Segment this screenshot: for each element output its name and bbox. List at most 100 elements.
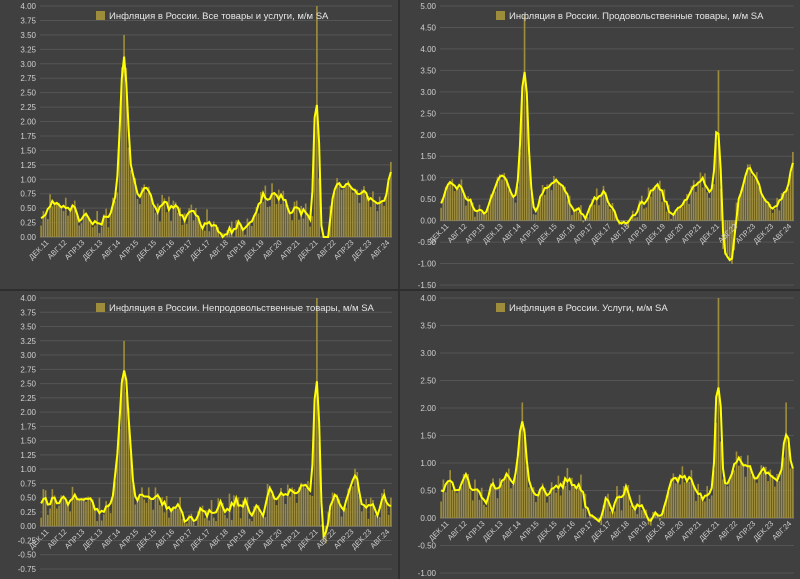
bar xyxy=(607,493,609,518)
bar xyxy=(266,206,269,237)
bar xyxy=(476,212,479,221)
bar xyxy=(291,220,294,237)
bar xyxy=(591,199,594,221)
bar xyxy=(349,186,352,237)
y-tick-label: -0.75 xyxy=(18,565,37,574)
bar xyxy=(577,212,580,221)
bar xyxy=(127,147,130,237)
bar xyxy=(453,487,456,518)
bar xyxy=(519,433,521,518)
y-tick-label: 1.00 xyxy=(420,174,436,183)
bar xyxy=(345,507,347,527)
bar xyxy=(156,203,159,237)
bar xyxy=(647,518,650,525)
bar xyxy=(248,518,251,527)
bar xyxy=(665,211,668,221)
bar xyxy=(136,499,139,527)
series-line xyxy=(440,387,794,523)
bar xyxy=(746,164,749,221)
bar xyxy=(118,428,121,527)
bar xyxy=(360,189,363,237)
bar xyxy=(769,469,772,518)
bar xyxy=(336,178,338,237)
bar xyxy=(64,499,67,527)
bar xyxy=(98,232,101,237)
bar xyxy=(123,340,125,527)
y-tick-label: 3.25 xyxy=(20,337,36,346)
bar xyxy=(494,191,497,221)
bar xyxy=(647,187,650,221)
bar xyxy=(129,453,132,527)
bar xyxy=(577,487,580,518)
bar xyxy=(688,203,690,221)
y-tick-label: 3.50 xyxy=(420,66,436,75)
bar xyxy=(154,487,157,527)
y-axis: -1.50 -1.00 -0.50 0.00 0.50 1.00 1.50 2.00 2.50 3… xyxy=(418,2,794,289)
bar xyxy=(150,193,152,237)
x-tick-label: ДЕК.19 xyxy=(643,519,667,543)
bar xyxy=(228,231,231,237)
bar xyxy=(774,486,776,518)
bar xyxy=(792,468,794,518)
bar xyxy=(774,209,776,221)
bar xyxy=(47,219,49,237)
bar xyxy=(219,502,222,527)
bar xyxy=(503,172,506,221)
bar xyxy=(546,502,548,518)
y-tick-label: 4.00 xyxy=(20,2,36,11)
bar xyxy=(744,177,747,221)
bar xyxy=(208,231,211,237)
bar xyxy=(372,499,374,527)
bar xyxy=(293,201,296,237)
bar xyxy=(645,207,648,221)
y-tick-label: 0.00 xyxy=(420,514,436,523)
bar xyxy=(627,485,630,518)
bar xyxy=(749,467,751,518)
bar xyxy=(516,459,519,518)
bar xyxy=(507,189,510,221)
y-tick-label: 1.50 xyxy=(420,432,436,441)
y-tick-label: 2.25 xyxy=(20,394,36,403)
bar xyxy=(767,481,769,518)
bar xyxy=(456,187,458,221)
bar xyxy=(668,492,670,518)
bar xyxy=(677,476,679,518)
bar xyxy=(510,192,512,221)
y-tick-label: -0.50 xyxy=(18,551,37,560)
bar xyxy=(73,200,76,237)
bar xyxy=(262,516,264,527)
y-tick-label: 3.75 xyxy=(20,308,36,317)
bar xyxy=(325,526,327,544)
bar xyxy=(107,227,110,237)
bar xyxy=(659,518,661,521)
bar xyxy=(528,158,530,221)
bar xyxy=(195,526,197,527)
bar xyxy=(73,498,76,527)
bar xyxy=(749,164,751,221)
bar xyxy=(751,175,754,221)
bar xyxy=(458,188,460,221)
bar xyxy=(109,215,112,237)
bar xyxy=(129,170,132,237)
bar xyxy=(255,505,258,527)
bar xyxy=(242,230,244,237)
bar xyxy=(329,512,332,527)
bar xyxy=(447,184,449,221)
bar xyxy=(121,67,123,237)
bar xyxy=(616,486,618,518)
bar xyxy=(758,475,760,518)
bar xyxy=(163,198,166,237)
bar xyxy=(64,197,67,237)
bar xyxy=(268,485,271,527)
bar xyxy=(226,518,229,527)
y-tick-label: 3.00 xyxy=(20,60,36,69)
bar xyxy=(559,184,562,221)
bar xyxy=(539,200,542,221)
bar xyxy=(107,503,110,527)
bar xyxy=(566,200,569,221)
bar xyxy=(532,214,535,221)
y-tick-label: 3.75 xyxy=(20,16,36,25)
bar xyxy=(674,483,677,518)
bar xyxy=(620,220,623,224)
bar xyxy=(304,203,307,237)
